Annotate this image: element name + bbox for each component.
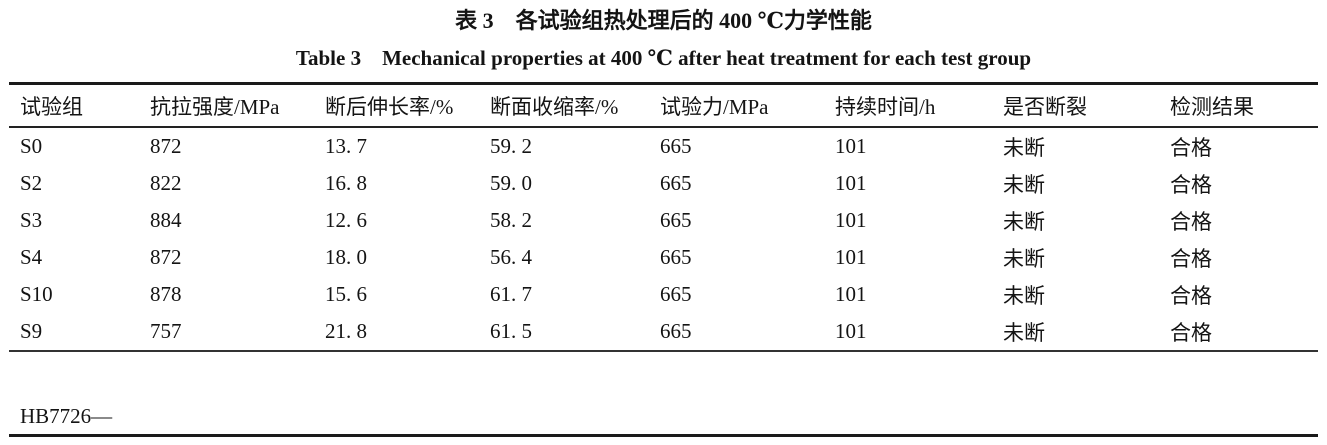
table-bottom-rule	[9, 433, 1318, 437]
table-title-english: Table 3 Mechanical properties at 400 ℃ a…	[295, 46, 1032, 70]
column-header-result: 检测结果	[1170, 94, 1254, 119]
cell-reduction: 56. 4	[490, 245, 532, 269]
cell-tensile: 757	[150, 319, 182, 343]
cell-elongation: 18. 0	[325, 245, 367, 269]
column-header-area-reduction: 断面收缩率/%	[490, 94, 619, 119]
cell-reduction: 59. 2	[490, 134, 532, 158]
column-header-elongation: 断后伸长率/%	[325, 94, 454, 119]
table-row: S0 872 13. 7 59. 2 665 101 未断 合格	[9, 128, 1318, 165]
cell-force: 665	[660, 171, 692, 195]
cell-duration: 101	[835, 245, 867, 269]
cell-tensile: 884	[150, 208, 182, 232]
cell-result: 合格	[1170, 246, 1212, 271]
cell-fractured: 未断	[1003, 172, 1045, 197]
table-header-rule	[9, 126, 1318, 128]
cell-force: 665	[660, 134, 692, 158]
cell-group: S9	[20, 319, 43, 343]
cell-result: 合格	[1170, 135, 1212, 160]
column-header-tensile-strength: 抗拉强度/MPa	[150, 94, 280, 119]
cell-tensile-requirement: ≥735	[150, 442, 325, 445]
cell-fractured: 未断	[1003, 283, 1045, 308]
cell-force: 665	[660, 282, 692, 306]
cell-duration: 101	[835, 171, 867, 195]
cell-fractured: 未断	[1003, 246, 1045, 271]
cell-fractured: 未断	[1003, 320, 1045, 345]
column-header-fractured: 是否断裂	[1003, 94, 1087, 119]
cell-force: 665	[660, 319, 692, 343]
cell-tensile: 822	[150, 171, 182, 195]
cell-force: 665	[660, 208, 692, 232]
mechanical-properties-table: 试验组 抗拉强度/MPa 断后伸长率/% 断面收缩率/% 试验力/MPa 持续时…	[9, 82, 1318, 445]
table-row: S2 822 16. 8 59. 0 665 101 未断 合格	[9, 165, 1318, 202]
table-requirement-rule	[9, 350, 1318, 352]
cell-elongation: 21. 8	[325, 319, 367, 343]
cell-reduction-requirement: ≥38	[490, 442, 660, 445]
cell-result-dash: —	[1170, 442, 1318, 445]
cell-result: 合格	[1170, 209, 1212, 234]
cell-result: 合格	[1170, 283, 1212, 308]
table-row: S10 878 15. 6 61. 7 665 101 未断 合格	[9, 276, 1318, 313]
cell-reduction: 61. 5	[490, 319, 532, 343]
cell-elongation: 12. 6	[325, 208, 367, 232]
cell-tensile: 878	[150, 282, 182, 306]
cell-group: S2	[20, 171, 43, 195]
table-header-row: 试验组 抗拉强度/MPa 断后伸长率/% 断面收缩率/% 试验力/MPa 持续时…	[9, 85, 1318, 126]
cell-reduction: 59. 0	[490, 171, 532, 195]
table-requirement-row: HB7726— 2002 要求 ≥735 ≥12 ≥38 665 ≥100 — …	[9, 352, 1318, 445]
column-header-test-force: 试验力/MPa	[660, 94, 769, 119]
column-header-test-group: 试验组	[20, 94, 83, 119]
cell-duration: 101	[835, 319, 867, 343]
standard-label-line1: HB7726—	[20, 403, 113, 428]
cell-tensile: 872	[150, 245, 182, 269]
cell-elongation: 15. 6	[325, 282, 367, 306]
cell-group: S10	[20, 282, 53, 306]
cell-duration: 101	[835, 282, 867, 306]
table-top-rule	[9, 82, 1318, 85]
cell-standard-label: HB7726— 2002 要求	[20, 352, 150, 445]
cell-group: S4	[20, 245, 43, 269]
cell-fractured-dash: —	[1003, 442, 1170, 445]
cell-tensile: 872	[150, 134, 182, 158]
cell-elongation: 16. 8	[325, 171, 367, 195]
cell-elongation-requirement: ≥12	[325, 442, 490, 445]
cell-fractured: 未断	[1003, 209, 1045, 234]
cell-duration-requirement: ≥100	[835, 442, 1003, 445]
cell-group: S0	[20, 134, 43, 158]
cell-result: 合格	[1170, 172, 1212, 197]
column-header-duration: 持续时间/h	[835, 94, 936, 119]
cell-force: 665	[660, 245, 692, 269]
table-row: S9 757 21. 8 61. 5 665 101 未断 合格	[9, 313, 1318, 350]
cell-elongation: 13. 7	[325, 134, 367, 158]
cell-fractured: 未断	[1003, 135, 1045, 160]
cell-reduction: 61. 7	[490, 282, 532, 306]
cell-reduction: 58. 2	[490, 208, 532, 232]
cell-duration: 101	[835, 134, 867, 158]
cell-duration: 101	[835, 208, 867, 232]
table-title-chinese: 表 3 各试验组热处理后的 400 ℃力学性能	[455, 8, 872, 33]
table-row: S4 872 18. 0 56. 4 665 101 未断 合格	[9, 239, 1318, 276]
cell-force-requirement: 665	[660, 442, 835, 445]
cell-result: 合格	[1170, 320, 1212, 345]
table-row: S3 884 12. 6 58. 2 665 101 未断 合格	[9, 202, 1318, 239]
cell-group: S3	[20, 208, 43, 232]
